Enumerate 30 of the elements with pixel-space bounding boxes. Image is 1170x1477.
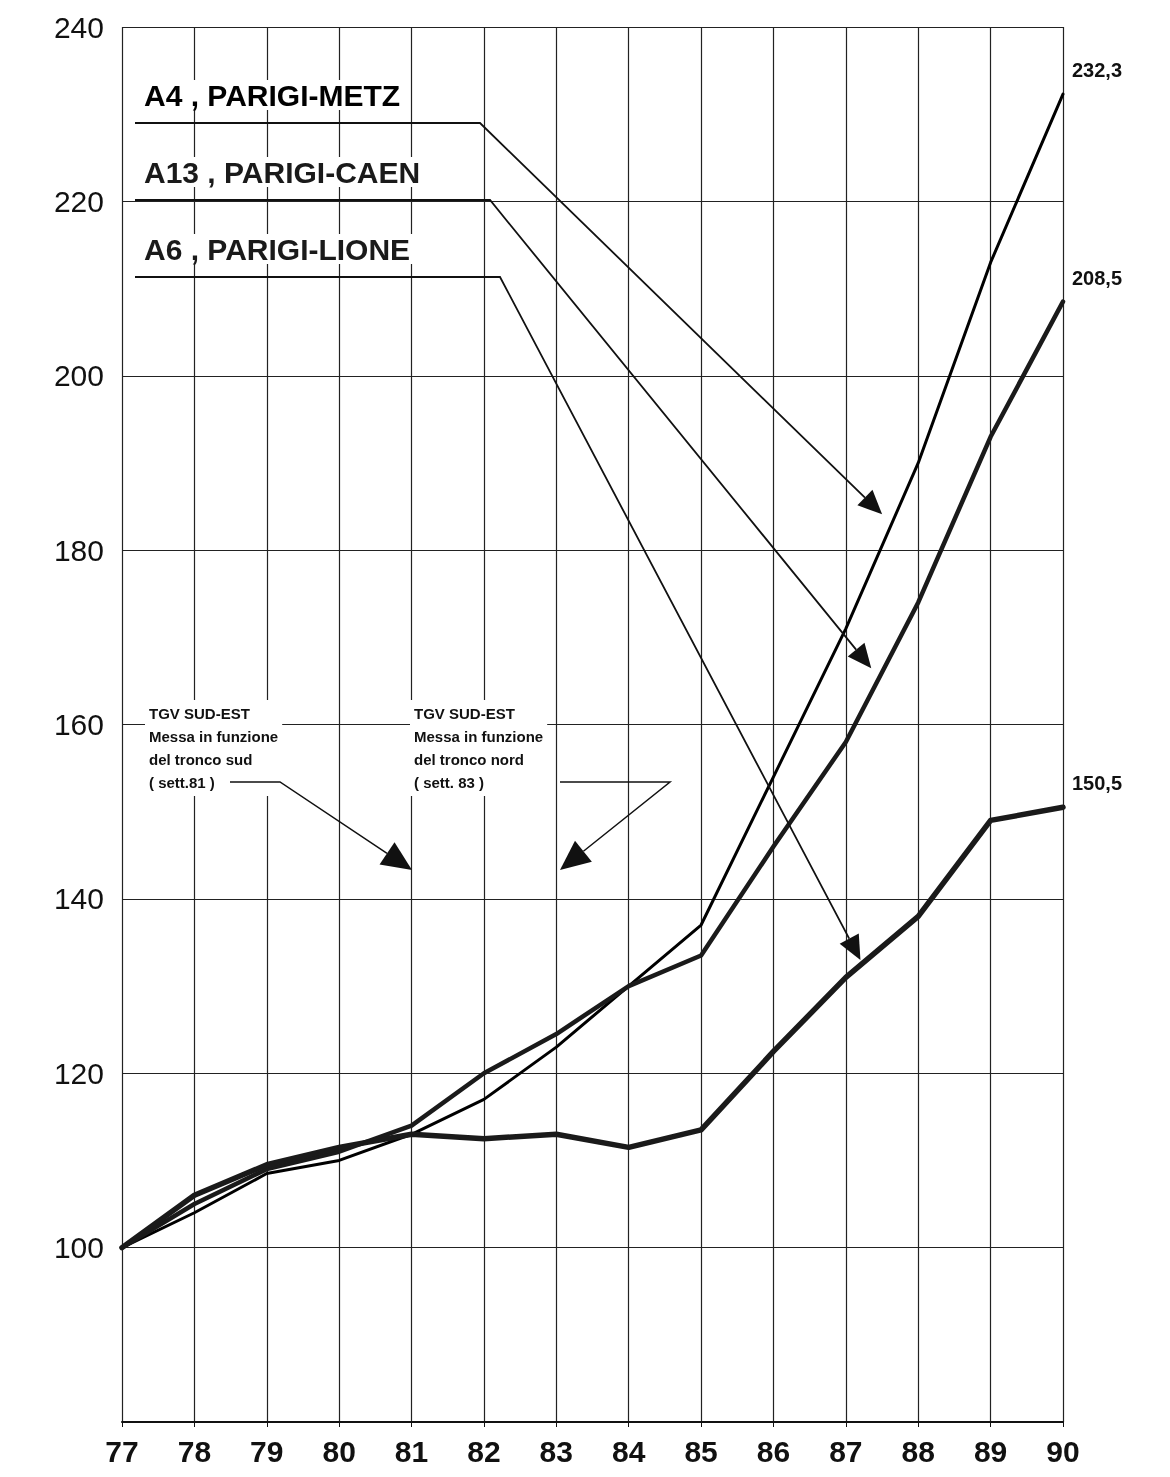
annotation: TGV SUD-EST Messa in funzione del tronco sud ( sett.81 )	[149, 705, 279, 791]
annotation: TGV SUD-EST Messa in funzione del tronco nord ( sett. 83 )	[414, 705, 544, 791]
data-label: 232,3	[1072, 59, 1123, 82]
data-label: 150,5	[1072, 772, 1123, 795]
y-tick-label: 220	[53, 184, 104, 218]
x-tick-label: 79	[250, 1434, 284, 1468]
x-tick-label: 77	[105, 1434, 139, 1468]
text: A13 , PARIGI-CAEN	[144, 155, 421, 189]
x-tick-label: 83	[539, 1434, 573, 1468]
y-tick-label: 200	[53, 359, 104, 393]
x-tick-label: 78	[177, 1434, 212, 1468]
text: A4 , PARIGI-METZ	[144, 78, 401, 112]
y-tick-label: 120	[53, 1056, 104, 1090]
x-tick-label: 87	[829, 1434, 863, 1468]
x-tick-label: 88	[901, 1434, 935, 1468]
x-tick-label: 89	[973, 1434, 1008, 1468]
y-tick-label: 100	[53, 1231, 104, 1265]
x-tick-label: 82	[467, 1434, 501, 1468]
x-tick-label: 85	[684, 1434, 718, 1468]
x-tick-label: 86	[756, 1434, 791, 1468]
y-tick-label: 160	[53, 708, 104, 741]
data-label: 208,5	[1072, 266, 1123, 289]
x-tick-label: 90	[1046, 1434, 1080, 1468]
text: A6 , PARIGI-LIONE	[144, 232, 411, 266]
y-tick-label: 140	[53, 882, 104, 916]
x-tick-label: 84	[612, 1434, 646, 1468]
y-tick-label: 240	[53, 10, 104, 44]
y-tick-label: 180	[53, 533, 104, 567]
x-tick-label: 80	[322, 1434, 356, 1468]
x-tick-label: 81	[394, 1434, 429, 1468]
